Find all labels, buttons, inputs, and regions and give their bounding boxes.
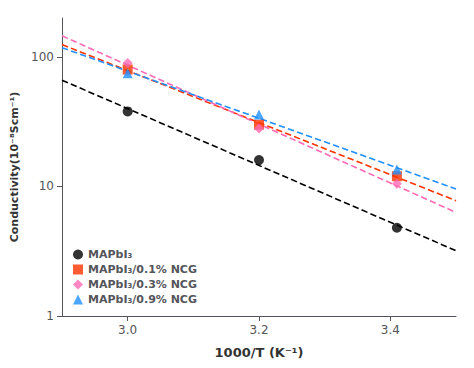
svg-text:3.2: 3.2: [249, 323, 268, 337]
svg-text:MAPbI₃/0.9% NCG: MAPbI₃/0.9% NCG: [88, 293, 197, 306]
svg-text:1000/T (K⁻¹): 1000/T (K⁻¹): [215, 345, 304, 360]
svg-text:3.4: 3.4: [381, 323, 400, 337]
svg-text:MAPbI₃/0.3% NCG: MAPbI₃/0.3% NCG: [88, 278, 197, 291]
svg-text:MAPbI₃: MAPbI₃: [88, 248, 132, 261]
svg-text:Conductivity(10⁻⁸Scm⁻¹): Conductivity(10⁻⁸Scm⁻¹): [8, 92, 21, 243]
svg-text:100: 100: [31, 50, 54, 64]
svg-text:MAPbI₃/0.1% NCG: MAPbI₃/0.1% NCG: [88, 263, 197, 276]
svg-text:10: 10: [39, 179, 54, 193]
svg-text:1: 1: [46, 309, 54, 323]
svg-text:3.0: 3.0: [118, 323, 137, 337]
